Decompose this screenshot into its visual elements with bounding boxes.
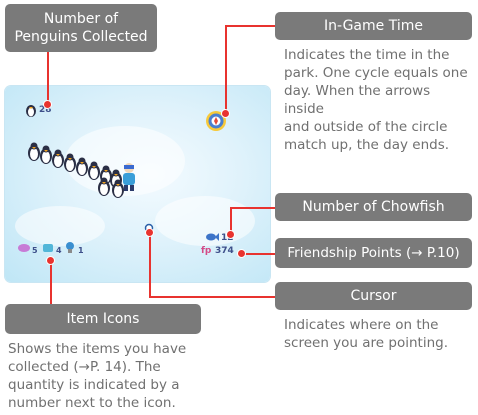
chowfish-count: 12 bbox=[221, 233, 234, 243]
item-icon bbox=[66, 242, 74, 253]
item-icons-label: Item Icons bbox=[5, 304, 201, 334]
penguin-icon bbox=[76, 157, 88, 176]
in-game-time-description: Indicates the time in the park. One cycl… bbox=[284, 47, 468, 153]
penguin-icon bbox=[26, 105, 36, 117]
penguin-icon bbox=[28, 142, 40, 161]
penguin-icon bbox=[40, 145, 52, 164]
clock-icon bbox=[206, 111, 226, 131]
chowfish-label: Number of Chowfish bbox=[275, 193, 472, 221]
item-count: 5 bbox=[32, 246, 38, 255]
penguin-count: 28 bbox=[39, 105, 52, 115]
in-game-time-label: In-Game Time bbox=[275, 12, 472, 40]
item-icons-description: Shows the items you have collected (→P. … bbox=[8, 341, 187, 411]
item-icon bbox=[43, 244, 53, 252]
friendship-prefix: fp bbox=[201, 246, 212, 256]
player-character bbox=[123, 163, 135, 191]
game-screen: 28 12 fp 374 5 4 1 bbox=[5, 86, 270, 282]
penguin-icon bbox=[112, 179, 124, 198]
penguin-icon bbox=[52, 149, 64, 168]
item-count: 4 bbox=[56, 246, 62, 255]
friendship-points-value: 374 bbox=[215, 246, 234, 256]
friendship-points-label: Friendship Points (→ P.10) bbox=[275, 238, 472, 268]
penguin-icon bbox=[88, 161, 100, 180]
cursor-description: Indicates where on the screen you are po… bbox=[284, 317, 448, 351]
cursor-label: Cursor bbox=[275, 282, 472, 310]
penguin-icon bbox=[98, 177, 110, 196]
penguins-collected-label: Number of Penguins Collected bbox=[5, 4, 157, 52]
item-icon bbox=[18, 244, 30, 252]
penguin-icon bbox=[64, 153, 76, 172]
chowfish-icon bbox=[206, 233, 219, 241]
item-count: 1 bbox=[78, 246, 84, 255]
